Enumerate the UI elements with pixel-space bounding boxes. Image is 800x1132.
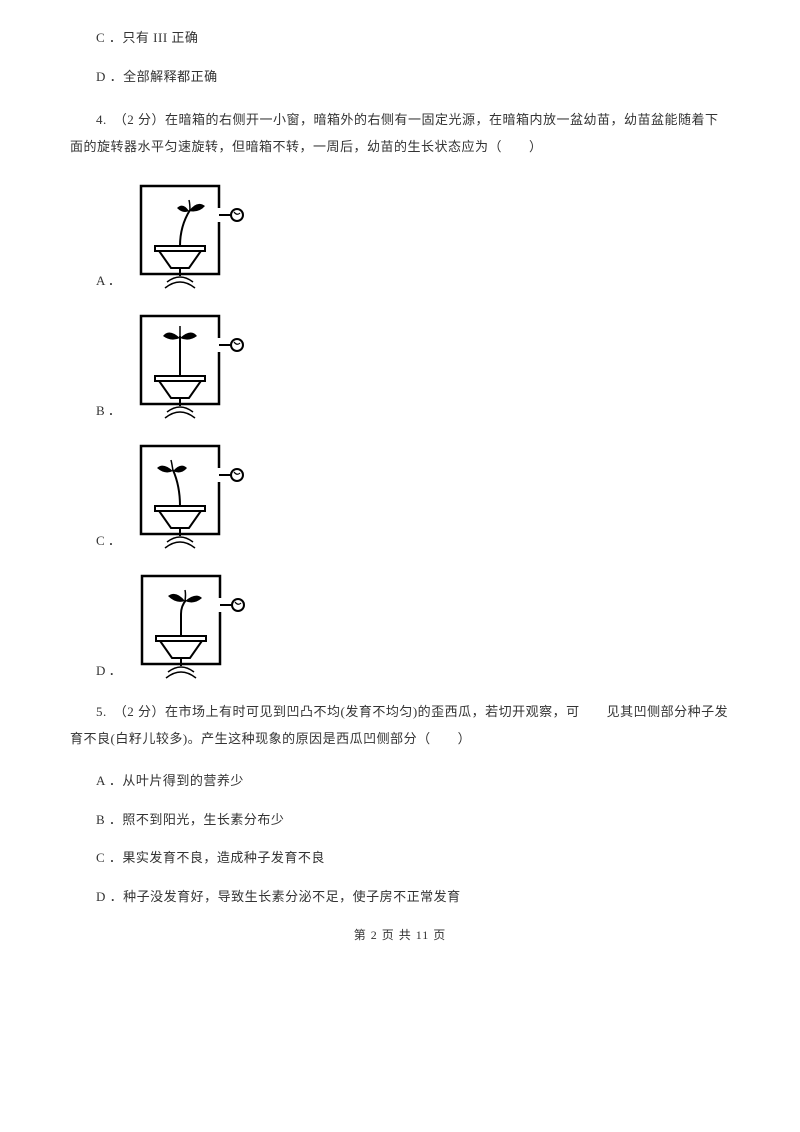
option-d-q3: D ．全部解释都正确 bbox=[70, 67, 730, 88]
q4-option-a: A ． bbox=[70, 178, 730, 298]
page-footer: 第 2 页 共 11 页 bbox=[70, 926, 730, 945]
question-5-text: 5. （2 分）在市场上有时可见到凹凸不均(发育不均匀)的歪西瓜，若切开观察，可… bbox=[70, 698, 730, 753]
q5-option-d: D ．种子没发育好，导致生长素分泌不足，使子房不正常发育 bbox=[70, 887, 730, 908]
diagram-d-icon bbox=[128, 568, 248, 688]
diagram-c-icon bbox=[127, 438, 247, 558]
q4-option-d: D ． bbox=[70, 568, 730, 688]
option-c-q3: C ．只有 III 正确 bbox=[70, 28, 730, 49]
q4-option-c-label: C ． bbox=[96, 531, 121, 558]
question-4-text: 4. （2 分）在暗箱的右侧开一小窗，暗箱外的右侧有一固定光源，在暗箱内放一盆幼… bbox=[70, 106, 730, 161]
diagram-a-icon bbox=[127, 178, 247, 298]
q4-option-b-label: B ． bbox=[96, 401, 121, 428]
q4-option-d-label: D ． bbox=[96, 661, 122, 688]
q5-option-c: C ．果实发育不良，造成种子发育不良 bbox=[70, 848, 730, 869]
q5-option-b: B ．照不到阳光，生长素分布少 bbox=[70, 810, 730, 831]
q4-option-b: B ． bbox=[70, 308, 730, 428]
diagram-b-icon bbox=[127, 308, 247, 428]
q5-option-a: A ．从叶片得到的营养少 bbox=[70, 771, 730, 792]
q4-option-a-label: A ． bbox=[96, 271, 121, 298]
q4-option-c: C ． bbox=[70, 438, 730, 558]
